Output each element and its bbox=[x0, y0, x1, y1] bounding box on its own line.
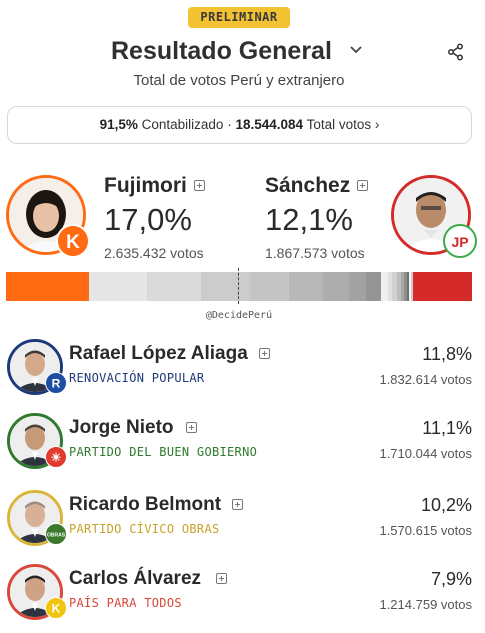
svg-text:K: K bbox=[52, 602, 61, 616]
expand-icon[interactable] bbox=[259, 348, 270, 359]
total-votes-value: 18.544.084 bbox=[235, 117, 304, 132]
candidate-votes: 1.710.044 votos bbox=[379, 446, 472, 461]
counted-label: Contabilizado bbox=[141, 117, 224, 132]
bar-segment bbox=[288, 272, 324, 301]
majority-divider bbox=[238, 268, 239, 304]
candidate-percentage: 7,9% bbox=[430, 569, 472, 589]
bar-segment bbox=[146, 272, 201, 301]
header: Resultado General bbox=[0, 34, 485, 68]
expand-icon[interactable] bbox=[194, 180, 205, 191]
share-icon[interactable] bbox=[447, 43, 465, 61]
svg-text:OBRAS: OBRAS bbox=[47, 533, 66, 539]
total-votes-label: Total votos bbox=[306, 117, 372, 132]
party-logo-icon: R bbox=[45, 372, 67, 394]
leader-votes-fujimori: 2.635.432 votos bbox=[104, 245, 204, 261]
expand-icon[interactable] bbox=[232, 499, 243, 510]
juntos-por-el-peru-logo-icon: JP bbox=[443, 224, 477, 258]
chevron-down-icon[interactable] bbox=[348, 42, 364, 58]
expand-icon[interactable] bbox=[357, 180, 368, 191]
bar-segment bbox=[380, 272, 388, 301]
leader-name-fujimori[interactable]: Fujimori bbox=[104, 174, 187, 197]
chevron-right-icon: › bbox=[374, 117, 380, 132]
svg-text:JP: JP bbox=[451, 234, 468, 250]
bar-segment bbox=[348, 272, 367, 301]
candidate-percentage: 11,8% bbox=[422, 344, 472, 364]
bar-segment bbox=[387, 272, 393, 301]
party-logo-icon: ☀ bbox=[45, 446, 67, 468]
counted-percentage: 91,5% bbox=[99, 117, 138, 132]
bar-segment bbox=[409, 272, 412, 301]
bar-segment bbox=[88, 272, 147, 301]
candidate-party: PAÍS PARA TODOS bbox=[69, 596, 182, 610]
candidate-party: PARTIDO CÍVICO OBRAS bbox=[69, 522, 220, 536]
bar-segment bbox=[323, 272, 349, 301]
vote-count-summary[interactable]: 91,5% Contabilizado · 18.544.084 Total v… bbox=[7, 106, 472, 144]
bar-segment bbox=[400, 272, 405, 301]
candidate-votes: 1.214.759 votos bbox=[379, 597, 472, 612]
svg-text:K: K bbox=[66, 232, 80, 253]
candidate-name[interactable]: Jorge Nieto bbox=[69, 417, 174, 438]
candidate-party: PARTIDO DEL BUEN GOBIERNO bbox=[69, 445, 258, 459]
bar-segment bbox=[412, 272, 472, 301]
candidate-party: RENOVACIÓN POPULAR bbox=[69, 371, 205, 385]
fuerza-popular-logo-icon: K bbox=[56, 224, 90, 258]
expand-icon[interactable] bbox=[186, 422, 197, 433]
bar-segment bbox=[250, 272, 289, 301]
party-logo-icon: OBRAS bbox=[45, 523, 67, 545]
source-credit: @DecidePerú bbox=[205, 310, 273, 321]
leader-percentage-fujimori: 17,0% bbox=[104, 202, 192, 237]
candidate-percentage: 10,2% bbox=[420, 495, 472, 515]
bar-segment bbox=[396, 272, 401, 301]
separator: · bbox=[227, 117, 232, 132]
candidate-votes: 1.570.615 votos bbox=[379, 523, 472, 538]
bar-segment bbox=[200, 272, 251, 301]
page-subtitle: Total de votos Perú y extranjero bbox=[133, 72, 345, 89]
bar-segment bbox=[411, 272, 413, 301]
svg-text:R: R bbox=[52, 377, 61, 391]
results-distribution-bar bbox=[6, 272, 472, 301]
bar-segment bbox=[407, 272, 410, 301]
candidate-percentage: 11,1% bbox=[422, 418, 472, 438]
preliminary-badge: PRELIMINAR bbox=[188, 7, 290, 28]
candidate-name[interactable]: Carlos Álvarez bbox=[69, 568, 202, 589]
leader-votes-sanchez: 1.867.573 votos bbox=[265, 245, 365, 261]
leader-name-sanchez[interactable]: Sánchez bbox=[265, 174, 351, 197]
bar-segment bbox=[366, 272, 381, 301]
candidate-votes: 1.832.614 votos bbox=[379, 372, 472, 387]
candidate-name[interactable]: Rafael López Aliaga bbox=[69, 343, 248, 364]
svg-text:☀: ☀ bbox=[51, 451, 62, 465]
bar-segment bbox=[404, 272, 407, 301]
bar-segment bbox=[392, 272, 397, 301]
bar-segment bbox=[6, 272, 89, 301]
leader-percentage-sanchez: 12,1% bbox=[265, 202, 353, 237]
party-logo-icon: K bbox=[45, 597, 67, 619]
page-title[interactable]: Resultado General bbox=[111, 37, 332, 65]
candidate-avatar[interactable] bbox=[7, 413, 63, 469]
expand-icon[interactable] bbox=[216, 573, 227, 584]
candidate-name[interactable]: Ricardo Belmont bbox=[69, 494, 222, 515]
